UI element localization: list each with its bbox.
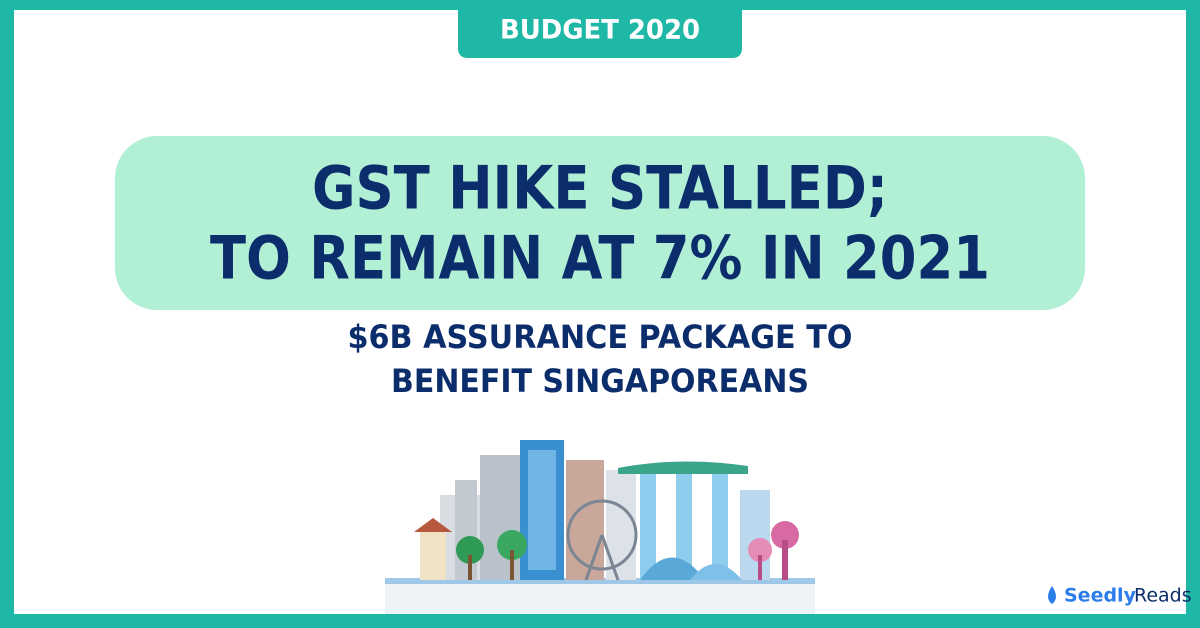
- brand-suffix: Reads: [1134, 585, 1192, 607]
- brand-logo: Seedly Reads: [1048, 585, 1192, 607]
- tag-box: [458, 0, 742, 58]
- subtitle: $6B ASSURANCE PACKAGE TO: [348, 318, 853, 356]
- headline: GST HIKE STALLED;: [312, 154, 888, 224]
- tag: BUDGET 2020: [500, 15, 700, 46]
- skyline-illustration: [385, 440, 815, 614]
- headline: TO REMAIN AT 7% IN 2021: [210, 224, 990, 294]
- headline-box: [115, 136, 1085, 310]
- subtitle: BENEFIT SINGAPOREANS: [391, 362, 809, 400]
- brand-name: Seedly: [1064, 585, 1137, 607]
